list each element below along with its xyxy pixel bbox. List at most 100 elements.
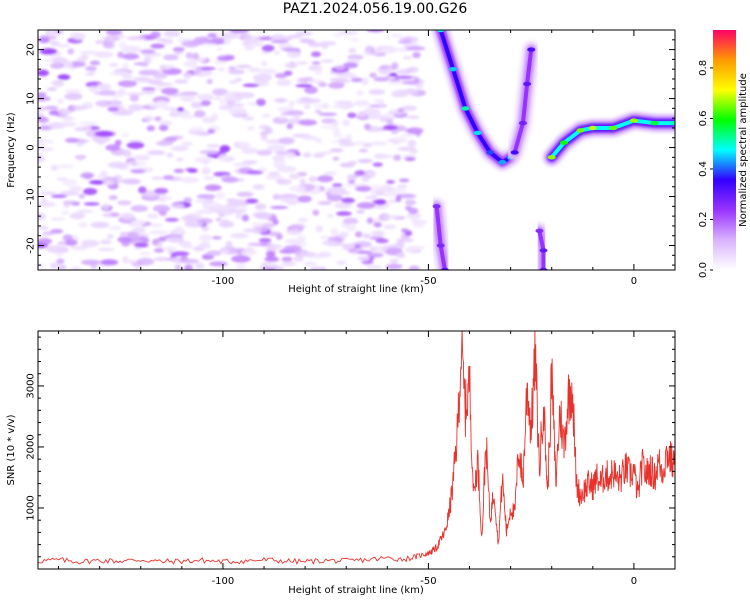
- noise-blob: [392, 136, 406, 142]
- noise-blob: [366, 265, 382, 269]
- noise-blob: [130, 205, 148, 212]
- noise-blob: [181, 40, 200, 48]
- noise-blob: [237, 93, 252, 98]
- noise-blob: [281, 47, 300, 52]
- noise-blob: [280, 111, 296, 116]
- noise-blob: [246, 170, 264, 175]
- noise-blob: [57, 108, 72, 115]
- trace-peak: [671, 120, 675, 126]
- noise-blob: [311, 61, 321, 65]
- noise-blob: [207, 33, 218, 38]
- noise-blob: [314, 68, 323, 76]
- noise-blob: [59, 121, 77, 127]
- noise-blob: [38, 69, 49, 77]
- noise-blob: [158, 236, 167, 242]
- noise-blob: [182, 72, 193, 77]
- noise-blob: [194, 199, 213, 203]
- noise-blob: [335, 65, 346, 71]
- noise-blob: [413, 222, 425, 229]
- x-tick-label: -50: [420, 576, 436, 587]
- noise-blob: [266, 144, 286, 152]
- noise-blob: [301, 135, 318, 141]
- noise-blob: [117, 200, 132, 206]
- noise-blob: [273, 50, 281, 55]
- noise-blob: [227, 103, 245, 107]
- noise-blob: [332, 183, 343, 187]
- noise-blob: [386, 119, 394, 125]
- noise-blob: [136, 257, 155, 266]
- signal-trace-1: [432, 30, 519, 171]
- noise-blob: [75, 209, 94, 214]
- noise-blob: [47, 139, 54, 144]
- noise-blob: [150, 31, 161, 39]
- colorbar-tick-label: 0.4: [698, 161, 709, 177]
- noise-blob: [395, 196, 402, 202]
- noise-blob: [323, 171, 338, 176]
- noise-blob: [326, 186, 347, 194]
- noise-blob: [218, 105, 232, 111]
- trace-peak: [539, 248, 548, 253]
- noise-blob: [293, 255, 304, 262]
- y-tick-label: 20: [26, 43, 37, 56]
- noise-blob: [149, 230, 169, 235]
- noise-blob: [313, 104, 331, 108]
- noise-blob: [406, 127, 424, 135]
- noise-blob: [285, 229, 303, 235]
- noise-blob: [332, 127, 341, 135]
- noise-blob: [258, 81, 269, 86]
- trace-peak: [539, 267, 548, 270]
- colorbar-tick-label: 0.2: [698, 212, 709, 228]
- noise-blob: [107, 106, 119, 112]
- noise-blob: [98, 90, 117, 96]
- noise-blob: [181, 215, 199, 222]
- noise-blob: [38, 154, 44, 162]
- noise-blob: [49, 262, 59, 269]
- noise-blob: [95, 39, 103, 45]
- noise-blob: [226, 198, 238, 204]
- x-tick-label: -100: [212, 276, 235, 287]
- noise-blob: [341, 197, 355, 204]
- noise-blob: [254, 203, 267, 211]
- noise-blob: [138, 251, 151, 256]
- noise-blob: [347, 112, 357, 119]
- trace-peak: [609, 125, 618, 131]
- trace-peak: [440, 267, 449, 270]
- noise-blob: [90, 221, 110, 229]
- noise-blob: [330, 228, 339, 236]
- noise-blob: [52, 79, 65, 87]
- noise-blob: [348, 223, 355, 230]
- noise-blob: [65, 88, 82, 94]
- noise-blob: [366, 217, 374, 224]
- noise-blob: [126, 92, 144, 97]
- noise-blob: [93, 51, 114, 58]
- noise-blob: [120, 212, 135, 221]
- noise-blob: [356, 202, 376, 209]
- noise-blob: [355, 231, 363, 238]
- noise-blob: [336, 211, 352, 216]
- noise-blob: [50, 217, 66, 221]
- noise-blob: [342, 73, 358, 79]
- noise-blob: [242, 228, 261, 233]
- noise-blob: [390, 33, 403, 39]
- noise-blob: [256, 149, 273, 156]
- noise-blob: [78, 193, 86, 199]
- noise-blob: [190, 101, 204, 109]
- trace-core: [512, 47, 534, 155]
- noise-blob: [40, 197, 47, 203]
- noise-blob: [83, 202, 100, 206]
- noise-blob: [38, 95, 51, 102]
- noise-blob: [38, 143, 45, 147]
- noise-blob: [219, 99, 228, 106]
- noise-blob: [270, 40, 289, 44]
- noise-blob: [78, 120, 98, 126]
- noise-blob: [187, 168, 198, 173]
- noise-blob: [298, 119, 317, 126]
- noise-blob: [198, 234, 212, 242]
- noise-blob: [278, 137, 295, 145]
- noise-blob: [194, 156, 213, 164]
- noise-blob: [383, 224, 397, 230]
- noise-blob: [260, 133, 268, 141]
- noise-blob: [70, 266, 82, 270]
- trace-peak: [650, 120, 659, 126]
